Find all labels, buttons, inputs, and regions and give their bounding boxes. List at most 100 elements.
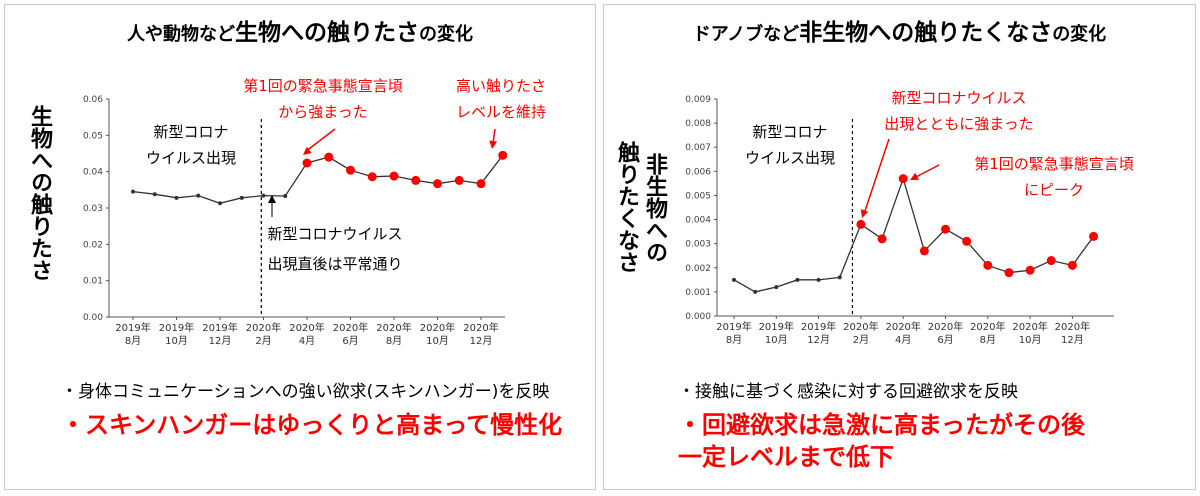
left-x-tick-label: 2019年 bbox=[115, 321, 150, 334]
left-bullet-2: ・スキンハンガーはゆっくりと高まって慢性化 bbox=[61, 411, 563, 439]
left-x-tick-label: 2月 bbox=[255, 335, 271, 347]
left-x-tick-label: 8月 bbox=[386, 335, 402, 347]
left-x-tick-label: 2019年 bbox=[202, 321, 237, 334]
left-point-highlight bbox=[476, 179, 486, 189]
right-point-highlight bbox=[941, 224, 950, 234]
right-chart: 0.000 0.001 0.002 0.003 0.004 0.005 0.006 0.007… bbox=[685, 89, 1134, 346]
left-title-main: 生物への触りたさ bbox=[235, 20, 419, 46]
right-x-tick-label: 8月 bbox=[726, 334, 742, 346]
right-y-tick-label: 0.004 bbox=[685, 216, 711, 226]
right-point bbox=[837, 275, 842, 280]
left-panel-title: 人や動物など生物への触りたさの変化 bbox=[5, 13, 595, 47]
left-annotation-covid: 新型コロナ bbox=[153, 123, 228, 141]
right-y-axis-label-1: 非生物への bbox=[642, 153, 667, 263]
right-arrow-peak-head bbox=[910, 172, 919, 180]
left-arrow-high-shaft bbox=[492, 128, 496, 144]
left-point bbox=[131, 189, 135, 194]
right-x-tick-label: 2020年 bbox=[843, 320, 878, 333]
right-x-tick-label: 2020年 bbox=[1055, 320, 1090, 333]
left-annotation-emergency: から強まった bbox=[278, 103, 367, 121]
left-x-tick-label: 2020年 bbox=[246, 321, 281, 334]
left-point bbox=[261, 193, 266, 198]
right-title-part-2: の変化 bbox=[1052, 24, 1107, 45]
left-x-tick-label: 2020年 bbox=[333, 321, 368, 334]
right-title-part-1: ドアノブなど bbox=[692, 24, 800, 45]
left-annotation-after: 出現直後は平常通り bbox=[267, 255, 402, 273]
right-y-tick-label: 0.009 bbox=[685, 95, 711, 105]
right-x-tick-label: 10月 bbox=[765, 334, 788, 346]
right-x-tick-label: 12月 bbox=[807, 334, 830, 346]
right-y-tick-label: 0.006 bbox=[685, 167, 711, 177]
left-point bbox=[283, 194, 288, 199]
right-annotation-covid: ウイルス出現 bbox=[745, 149, 835, 167]
right-x-tick-label: 2月 bbox=[853, 334, 869, 346]
right-x-tick-label: 2020年 bbox=[928, 320, 963, 333]
right-point bbox=[732, 277, 736, 282]
left-x-tick-label: 2020年 bbox=[463, 321, 498, 334]
right-arrow-strong-head bbox=[860, 209, 869, 218]
left-point-highlight bbox=[454, 175, 464, 185]
left-title-part-2: の変化 bbox=[419, 24, 473, 45]
left-x-tick-label: 2020年 bbox=[376, 321, 411, 334]
right-point-highlight bbox=[1067, 260, 1077, 270]
right-point-highlight bbox=[877, 234, 887, 244]
left-point-highlight bbox=[433, 179, 442, 189]
left-point bbox=[239, 195, 244, 200]
left-annotation-covid: ウイルス出現 bbox=[146, 149, 236, 167]
right-point bbox=[816, 277, 821, 282]
right-point-highlight bbox=[1004, 268, 1014, 278]
left-x-tick-label: 2020年 bbox=[289, 321, 324, 334]
left-annotation-after: 新型コロナウイルス bbox=[267, 225, 402, 243]
right-point-highlight bbox=[1046, 256, 1056, 266]
left-point bbox=[174, 195, 179, 200]
left-point-highlight bbox=[389, 171, 399, 181]
right-x-tick-label: 4月 bbox=[895, 334, 911, 346]
right-y-tick-label: 0.001 bbox=[685, 288, 711, 298]
right-y-axis-label-2: 触りたくなさ bbox=[614, 141, 639, 273]
right-annotation-peak: 第1回の緊急事態宣言頃 bbox=[974, 155, 1134, 173]
left-point bbox=[196, 193, 201, 198]
right-x-tick-label: 2019年 bbox=[716, 320, 751, 333]
left-arrow-emergency-head bbox=[303, 146, 312, 155]
right-title-main: 非生物への触りたくなさ bbox=[799, 20, 1053, 46]
right-annotation-covid: 新型コロナ bbox=[752, 123, 827, 141]
right-y-tick-label: 0.000 bbox=[685, 312, 711, 322]
left-annotation-emergency: 第1回の緊急事態宣言頃 bbox=[243, 77, 403, 95]
left-arrow-after-head bbox=[268, 195, 276, 203]
right-y-tick-label: 0.002 bbox=[685, 264, 711, 274]
left-x-tick-label: 12月 bbox=[470, 335, 493, 347]
left-title-part-1: 人や動物など bbox=[127, 24, 235, 45]
left-point-highlight bbox=[346, 165, 355, 175]
left-y-tick-label: 0.02 bbox=[83, 240, 103, 250]
left-point-highlight bbox=[498, 150, 508, 160]
right-point-highlight bbox=[962, 236, 972, 246]
left-point-highlight bbox=[367, 172, 377, 182]
left-bullet-1: ・身体コミュニケーションへの強い欲求(スキンハンガー)を反映 bbox=[61, 382, 550, 402]
right-point bbox=[774, 285, 779, 290]
left-panel: 人や動物など生物への触りたさの変化 生物への触りたさ 0.00 0.01 0.02 0… bbox=[4, 4, 596, 490]
left-point bbox=[152, 192, 157, 197]
right-arrow-peak-shaft bbox=[915, 164, 940, 178]
left-point-highlight bbox=[302, 158, 312, 168]
left-arrow-emergency-shaft bbox=[304, 128, 336, 153]
right-point-highlight bbox=[1089, 231, 1099, 241]
left-y-axis-label: 生物への触りたさ bbox=[27, 105, 52, 281]
left-y-tick-label: 0.01 bbox=[83, 277, 103, 287]
right-x-tick-label: 2019年 bbox=[759, 320, 794, 333]
left-y-tick-label: 0.03 bbox=[83, 204, 103, 214]
right-arrow-strong-shaft bbox=[864, 138, 890, 212]
left-y-tick-label: 0.06 bbox=[83, 95, 103, 105]
right-bullet-3: 一定レベルまで低下 bbox=[678, 443, 894, 471]
right-x-tick-label: 2020年 bbox=[970, 320, 1005, 333]
right-bullet-1: ・接触に基づく感染に対する回避欲求を反映 bbox=[678, 382, 1018, 402]
right-y-tick-label: 0.008 bbox=[685, 119, 711, 129]
right-x-tick-label: 2020年 bbox=[1012, 320, 1047, 333]
right-annotation-peak: にピーク bbox=[1024, 181, 1084, 199]
right-y-tick-label: 0.007 bbox=[685, 143, 711, 153]
left-chart: 0.000.010.020.030.040.050.062019年8月2019年… bbox=[83, 77, 546, 347]
left-y-tick-label: 0.05 bbox=[83, 131, 103, 141]
right-annotation-strong: 出現とともに強まった bbox=[884, 115, 1033, 133]
left-annotation-high: レベルを維持 bbox=[456, 103, 546, 121]
right-point-highlight bbox=[898, 174, 908, 184]
left-y-tick-label: 0.04 bbox=[83, 168, 103, 178]
